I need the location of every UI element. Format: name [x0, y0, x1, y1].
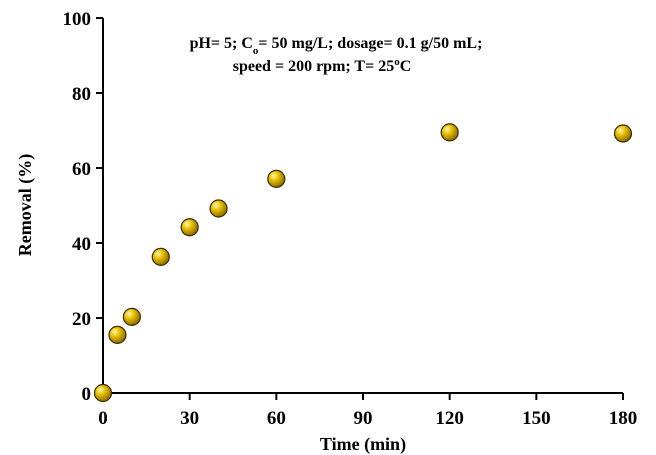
- y-tick-label: 100: [63, 9, 92, 30]
- data-point: [613, 124, 633, 143]
- x-tick-label: 60: [267, 408, 286, 429]
- data-point: [108, 325, 127, 344]
- data-point: [267, 169, 286, 188]
- data-point: [209, 199, 228, 218]
- x-tick-label: 90: [354, 408, 373, 429]
- y-tick-label: 20: [72, 309, 91, 330]
- annotation-line-1: pH= 5; Co= 50 mg/L; dosage= 0.1 g/50 mL;: [190, 35, 483, 57]
- data-point: [93, 383, 113, 403]
- x-tick-label: 180: [609, 408, 638, 429]
- data-points: [93, 123, 633, 403]
- y-tick-label: 0: [82, 384, 92, 405]
- data-point: [440, 123, 459, 142]
- data-point: [151, 247, 170, 266]
- axis-ticks: 0 20 40 60 80 100 0 30 60 90 120 150 180: [63, 9, 638, 429]
- x-tick-label: 0: [98, 408, 108, 429]
- data-point: [180, 218, 199, 237]
- x-tick-label: 30: [180, 408, 199, 429]
- x-tick-label: 150: [522, 408, 551, 429]
- x-tick-label: 120: [435, 408, 464, 429]
- y-tick-label: 80: [72, 84, 91, 105]
- annotation-line-2: speed = 200 rpm; T= 25oC: [233, 56, 412, 75]
- y-tick-label: 40: [72, 234, 91, 255]
- y-tick-label: 60: [72, 159, 91, 180]
- data-point: [122, 307, 141, 326]
- y-axis-title: Removal (%): [15, 154, 36, 256]
- x-axis-title: Time (min): [320, 434, 406, 455]
